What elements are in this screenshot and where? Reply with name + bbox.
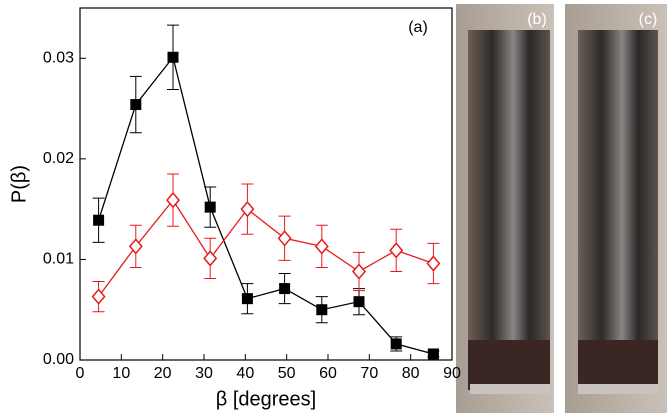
marker bbox=[93, 214, 105, 226]
x-tick-label: 20 bbox=[154, 365, 172, 382]
x-tick-label: 70 bbox=[360, 365, 378, 382]
marker bbox=[314, 238, 329, 255]
annotation: (a) bbox=[408, 19, 428, 36]
photo-c bbox=[565, 4, 667, 413]
series-line bbox=[97, 55, 434, 355]
marker bbox=[279, 283, 291, 295]
marker bbox=[352, 263, 366, 280]
marker bbox=[241, 293, 253, 305]
marker bbox=[240, 200, 255, 218]
marker bbox=[426, 255, 441, 272]
photo-label: (b) bbox=[527, 11, 547, 28]
y-tick-label: 0.00 bbox=[43, 351, 74, 368]
photo-label: (c) bbox=[639, 11, 658, 28]
marker bbox=[167, 51, 179, 63]
x-tick-label: 30 bbox=[195, 365, 213, 382]
x-tick-label: 80 bbox=[402, 365, 420, 382]
marker bbox=[91, 288, 106, 305]
marker bbox=[204, 201, 216, 213]
y-tick-label: 0.01 bbox=[43, 251, 74, 268]
x-tick-label: 60 bbox=[319, 365, 337, 382]
x-tick-label: 90 bbox=[443, 365, 461, 382]
marker bbox=[427, 348, 439, 360]
x-tick-label: 50 bbox=[278, 365, 296, 382]
marker bbox=[166, 191, 180, 209]
marker bbox=[277, 230, 292, 247]
marker bbox=[389, 242, 404, 259]
plot-frame bbox=[79, 7, 453, 361]
marker bbox=[390, 338, 402, 350]
y-axis-label: P(β) bbox=[8, 165, 30, 203]
marker bbox=[316, 304, 328, 316]
marker bbox=[203, 250, 218, 267]
x-tick-label: 40 bbox=[236, 365, 254, 382]
y-tick-label: 0.02 bbox=[43, 150, 74, 167]
y-tick-label: 0.03 bbox=[43, 50, 74, 67]
x-tick-label: 0 bbox=[76, 365, 85, 382]
marker bbox=[128, 238, 143, 255]
x-tick-label: 10 bbox=[112, 365, 130, 382]
marker bbox=[353, 296, 365, 308]
marker bbox=[130, 99, 142, 111]
photo-b bbox=[456, 4, 554, 413]
x-axis-label: β [degrees] bbox=[216, 388, 316, 410]
series-line bbox=[98, 198, 434, 298]
